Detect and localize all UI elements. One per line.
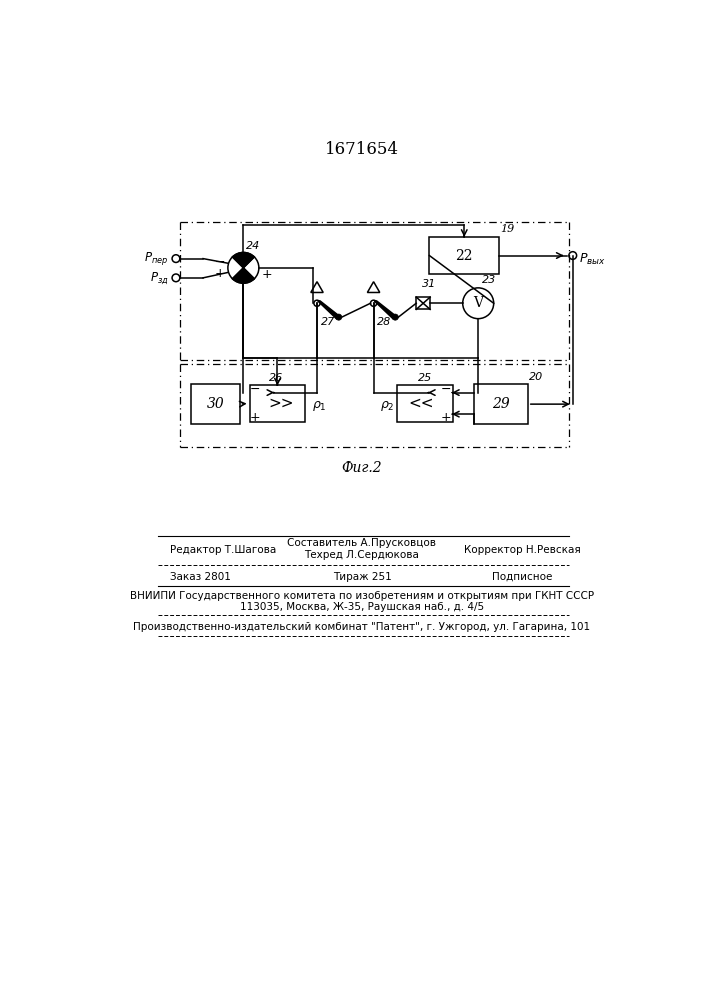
Text: $P_{пер}$: $P_{пер}$ xyxy=(144,250,168,267)
Text: Составитель А.Прусковцов: Составитель А.Прусковцов xyxy=(288,538,436,548)
Text: $P_{зд}$: $P_{зд}$ xyxy=(149,270,168,286)
Wedge shape xyxy=(233,268,255,283)
Text: Подписное: Подписное xyxy=(492,572,553,582)
Text: 19: 19 xyxy=(501,224,515,234)
Text: $\rho_1$: $\rho_1$ xyxy=(312,399,326,413)
Text: 29: 29 xyxy=(492,397,510,411)
Text: Тираж 251: Тираж 251 xyxy=(332,572,392,582)
Text: 25: 25 xyxy=(418,373,432,383)
Text: Заказ 2801: Заказ 2801 xyxy=(170,572,230,582)
Text: −: − xyxy=(250,383,260,396)
Text: 20: 20 xyxy=(530,372,544,382)
Text: 1671654: 1671654 xyxy=(325,141,399,158)
Text: Корректор Н.Ревская: Корректор Н.Ревская xyxy=(464,545,580,555)
Text: Фиг.2: Фиг.2 xyxy=(341,461,382,475)
Text: 30: 30 xyxy=(206,397,224,411)
Text: >>: >> xyxy=(269,396,294,411)
Text: −: − xyxy=(215,256,226,269)
Text: +: + xyxy=(441,411,452,424)
Text: V: V xyxy=(473,296,483,310)
Text: 113035, Москва, Ж-35, Раушская наб., д. 4/5: 113035, Москва, Ж-35, Раушская наб., д. … xyxy=(240,602,484,612)
Text: +: + xyxy=(250,411,260,424)
Text: 22: 22 xyxy=(455,249,473,263)
Text: +: + xyxy=(215,267,226,280)
Bar xyxy=(192,384,240,424)
Text: 26: 26 xyxy=(269,373,283,383)
Polygon shape xyxy=(317,301,339,319)
Text: $P_{вых}$: $P_{вых}$ xyxy=(579,252,606,267)
Text: Техред Л.Сердюкова: Техред Л.Сердюкова xyxy=(305,550,419,560)
Text: <<: << xyxy=(408,396,433,411)
Text: $\rho_2$: $\rho_2$ xyxy=(380,399,395,413)
Text: 24: 24 xyxy=(246,241,260,251)
Circle shape xyxy=(336,314,341,320)
Bar xyxy=(397,385,452,422)
Text: −: − xyxy=(441,383,452,396)
Text: Производственно-издательский комбинат "Патент", г. Ужгород, ул. Гагарина, 101: Производственно-издательский комбинат "П… xyxy=(134,622,590,632)
Text: 27: 27 xyxy=(321,317,335,327)
Wedge shape xyxy=(233,252,255,268)
Text: 23: 23 xyxy=(482,275,496,285)
Polygon shape xyxy=(374,301,395,319)
Bar xyxy=(474,384,528,424)
Text: 31: 31 xyxy=(421,279,436,289)
Text: +: + xyxy=(261,267,271,280)
Bar xyxy=(429,237,499,274)
Text: 28: 28 xyxy=(378,317,392,327)
Circle shape xyxy=(392,314,398,320)
Bar xyxy=(416,297,430,309)
Text: ВНИИПИ Государственного комитета по изобретениям и открытиям при ГКНТ СССР: ВНИИПИ Государственного комитета по изоб… xyxy=(130,591,594,601)
Bar xyxy=(250,385,305,422)
Text: Редактор Т.Шагова: Редактор Т.Шагова xyxy=(170,545,276,555)
